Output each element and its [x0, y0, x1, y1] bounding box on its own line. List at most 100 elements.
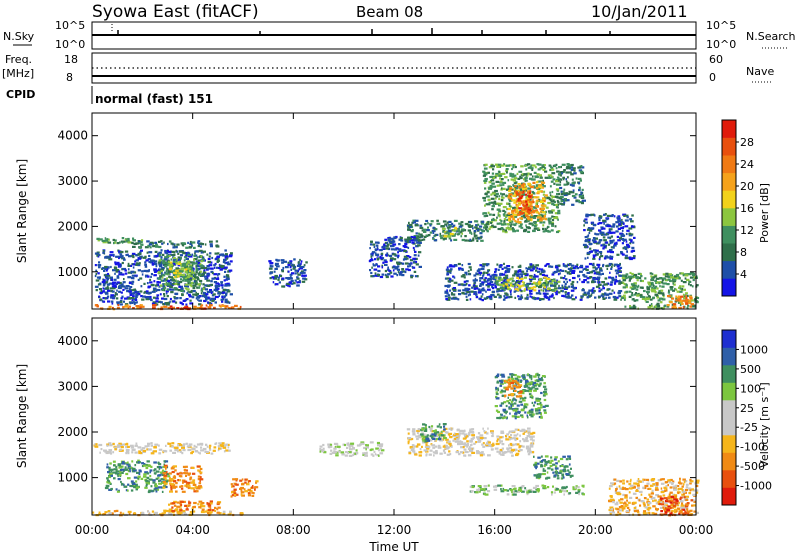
power-cell: [502, 213, 506, 216]
power-cell: [542, 209, 544, 212]
power-cell: [187, 281, 190, 284]
power-cell: [516, 220, 520, 223]
power-cell: [539, 200, 544, 204]
power-cell: [301, 280, 306, 283]
power-cell: [651, 304, 653, 308]
power-cell: [512, 164, 515, 167]
power-cell: [628, 232, 632, 235]
power-cell: [491, 208, 494, 211]
power-cell: [513, 188, 516, 191]
power-cell: [585, 239, 589, 242]
power-cell: [215, 277, 220, 280]
power-cell: [526, 174, 529, 177]
power-cell: [675, 273, 680, 277]
power-cell: [622, 277, 626, 280]
power-cell: [536, 163, 540, 166]
power-cell: [446, 298, 451, 301]
power-cell: [127, 297, 131, 300]
velocity-cell: [150, 442, 153, 445]
velocity-cell: [171, 479, 174, 482]
power-cell: [666, 304, 670, 307]
power-cell: [294, 272, 297, 275]
power-cell: [568, 279, 571, 282]
power-cell: [561, 163, 566, 166]
power-cell: [111, 283, 115, 286]
velocity-cell: [108, 488, 113, 491]
power-cell: [195, 265, 197, 268]
power-cell: [482, 174, 486, 177]
power-cell: [183, 299, 186, 302]
velocity-cell: [180, 485, 184, 488]
power-cell: [557, 173, 562, 176]
power-cell: [468, 225, 472, 228]
power-cell: [561, 172, 563, 175]
power-cell: [408, 262, 412, 266]
power-cell: [586, 277, 590, 280]
power-cell: [531, 224, 535, 227]
power-cell: [532, 277, 536, 280]
power-cell: [619, 221, 624, 224]
velocity-cell: [162, 486, 166, 489]
power-cell: [616, 235, 620, 238]
power-cell: [520, 215, 525, 218]
velocity-cell: [380, 449, 385, 452]
power-cell: [515, 207, 519, 210]
power-cell: [477, 291, 482, 294]
power-cell: [569, 269, 573, 273]
velocity-cell: [200, 510, 205, 514]
power-cell: [404, 238, 408, 241]
power-cell: [188, 293, 191, 296]
power-cell: [550, 198, 553, 202]
power-cell: [407, 228, 409, 231]
velocity-cell: [106, 466, 110, 469]
velocity-cell: [206, 445, 209, 448]
power-cell: [504, 223, 507, 226]
power-cell: [542, 202, 544, 205]
power-cell: [518, 193, 522, 196]
power-cell: [195, 268, 198, 272]
power-cell: [210, 291, 213, 295]
power-cell: [208, 289, 212, 292]
power-cell: [491, 182, 495, 185]
power-cell: [239, 305, 242, 309]
power-cell: [453, 229, 457, 232]
nsearch-label: N.Search: [746, 30, 796, 43]
power-cell: [575, 199, 579, 202]
power-cell: [524, 207, 528, 210]
power-cell: [586, 281, 590, 284]
velocity-cell: [175, 490, 178, 493]
velocity-cell: [247, 488, 252, 491]
power-cell: [190, 275, 193, 278]
power-cell: [139, 290, 143, 293]
power-cell: [507, 207, 511, 211]
power-cell: [536, 297, 539, 300]
power-cell: [497, 212, 500, 215]
power-cell: [554, 212, 559, 215]
power-cell: [172, 306, 175, 309]
power-cell: [659, 281, 662, 284]
velocity-cell: [205, 443, 208, 446]
power-cell: [525, 174, 528, 177]
power-cell: [130, 270, 135, 273]
power-cell: [534, 297, 537, 301]
velocity-cell: [173, 480, 176, 483]
power-cell: [296, 271, 299, 274]
power-cell: [510, 223, 513, 226]
power-cell: [197, 283, 201, 286]
power-cell: [524, 178, 527, 182]
power-cell: [486, 297, 489, 300]
power-cell: [192, 269, 195, 272]
power-cell: [391, 241, 394, 244]
power-cell: [202, 250, 206, 253]
power-cell: [613, 215, 616, 218]
power-cell: [547, 225, 550, 228]
power-cell: [500, 199, 504, 202]
power-cell: [464, 271, 468, 274]
velocity-cell: [180, 487, 184, 490]
power-cell: [398, 272, 401, 275]
power-cell: [473, 230, 477, 233]
power-cell: [589, 247, 592, 250]
power-cell: [137, 252, 142, 255]
power-cell: [512, 174, 517, 177]
velocity-cell: [369, 441, 374, 444]
